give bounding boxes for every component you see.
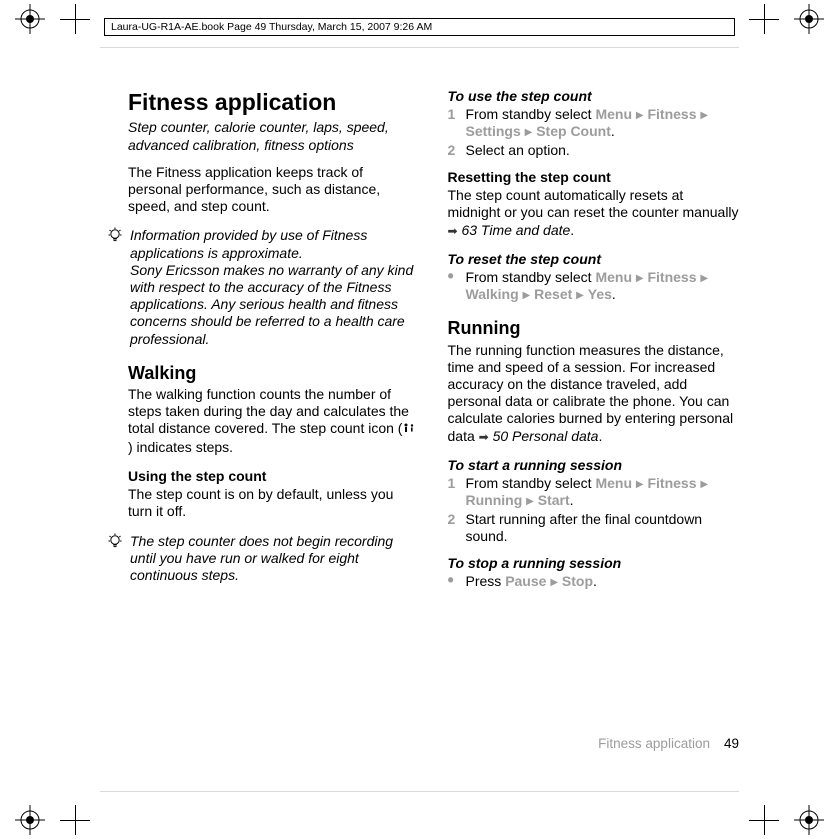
step-text: Select an option. <box>466 142 740 159</box>
crop-mark <box>60 805 90 835</box>
step-text: Start running after the final countdown … <box>466 511 740 545</box>
list-text: From standby select Menu ▶ Fitness ▶ Wal… <box>466 269 740 303</box>
list-item: •From standby select Menu ▶ Fitness ▶ Wa… <box>448 269 740 303</box>
task-heading: To stop a running session <box>448 555 740 572</box>
page-number: 49 <box>724 736 739 751</box>
subheading: Resetting the step count <box>448 169 740 186</box>
list-item: • Press Pause ▶ Stop. <box>448 573 740 590</box>
note-block: Information provided by use of Fitness a… <box>108 227 420 348</box>
step-item: 1From standby select Menu ▶ Fitness ▶ Ru… <box>448 475 740 509</box>
intro-paragraph: The Fitness application keeps track of p… <box>128 164 420 216</box>
rule <box>100 791 739 792</box>
step-count-icon <box>402 421 416 438</box>
step-number: 2 <box>448 142 460 159</box>
step-number: 1 <box>448 475 460 509</box>
note-text: Information provided by use of Fitness a… <box>130 227 420 348</box>
crop-mark <box>60 4 90 34</box>
body-paragraph: The running function measures the distan… <box>448 342 740 445</box>
step-item: 1From standby select Menu ▶ Fitness ▶ Se… <box>448 106 740 140</box>
lightbulb-icon <box>108 227 124 348</box>
print-header: Laura-UG-R1A-AE.book Page 49 Thursday, M… <box>104 18 735 36</box>
task-heading: To use the step count <box>448 88 740 105</box>
subtitle: Step counter, calorie counter, laps, spe… <box>128 119 420 153</box>
crop-mark <box>749 805 779 835</box>
step-list: 1From standby select Menu ▶ Fitness ▶ Se… <box>448 106 740 159</box>
bullet-icon: • <box>448 269 460 303</box>
step-item: 2 Select an option. <box>448 142 740 159</box>
task-heading: To reset the step count <box>448 251 740 268</box>
page-body: Fitness application Step counter, calori… <box>128 88 739 751</box>
left-column: Fitness application Step counter, calori… <box>128 88 420 728</box>
right-column: To use the step count 1From standby sele… <box>448 88 740 728</box>
page-footer: Fitness application 49 <box>128 736 739 751</box>
bullet-list: • Press Pause ▶ Stop. <box>448 573 740 590</box>
task-heading: To start a running session <box>448 457 740 474</box>
registration-mark-icon <box>794 805 824 835</box>
crop-mark <box>749 4 779 34</box>
print-header-text: Laura-UG-R1A-AE.book Page 49 Thursday, M… <box>111 21 432 33</box>
note-line: Information provided by use of Fitness a… <box>130 227 367 260</box>
section-heading: Running <box>448 317 740 339</box>
step-number: 1 <box>448 106 460 140</box>
step-text: From standby select Menu ▶ Fitness ▶ Run… <box>466 475 740 509</box>
bullet-list: •From standby select Menu ▶ Fitness ▶ Wa… <box>448 269 740 303</box>
note-block: The step counter does not begin recordin… <box>108 533 420 585</box>
registration-mark-icon <box>794 4 824 34</box>
subheading: Using the step count <box>128 468 420 485</box>
footer-section: Fitness application <box>598 736 710 751</box>
step-text: From standby select Menu ▶ Fitness ▶ Set… <box>466 106 740 140</box>
registration-mark-icon <box>15 805 45 835</box>
step-number: 2 <box>448 511 460 545</box>
list-text: Press Pause ▶ Stop. <box>466 573 740 590</box>
bullet-icon: • <box>448 573 460 590</box>
step-item: 2Start running after the final countdown… <box>448 511 740 545</box>
rule <box>100 47 739 48</box>
lightbulb-icon <box>108 533 124 585</box>
body-paragraph: The walking function counts the number o… <box>128 386 420 456</box>
page-title: Fitness application <box>128 88 420 116</box>
registration-mark-icon <box>15 4 45 34</box>
note-text: The step counter does not begin recordin… <box>130 533 420 585</box>
note-line: Sony Ericsson makes no warranty of any k… <box>130 262 413 347</box>
body-paragraph: The step count is on by default, unless … <box>128 486 420 520</box>
body-paragraph: The step count automatically resets at m… <box>448 187 740 239</box>
step-list: 1From standby select Menu ▶ Fitness ▶ Ru… <box>448 475 740 545</box>
section-heading: Walking <box>128 362 420 384</box>
